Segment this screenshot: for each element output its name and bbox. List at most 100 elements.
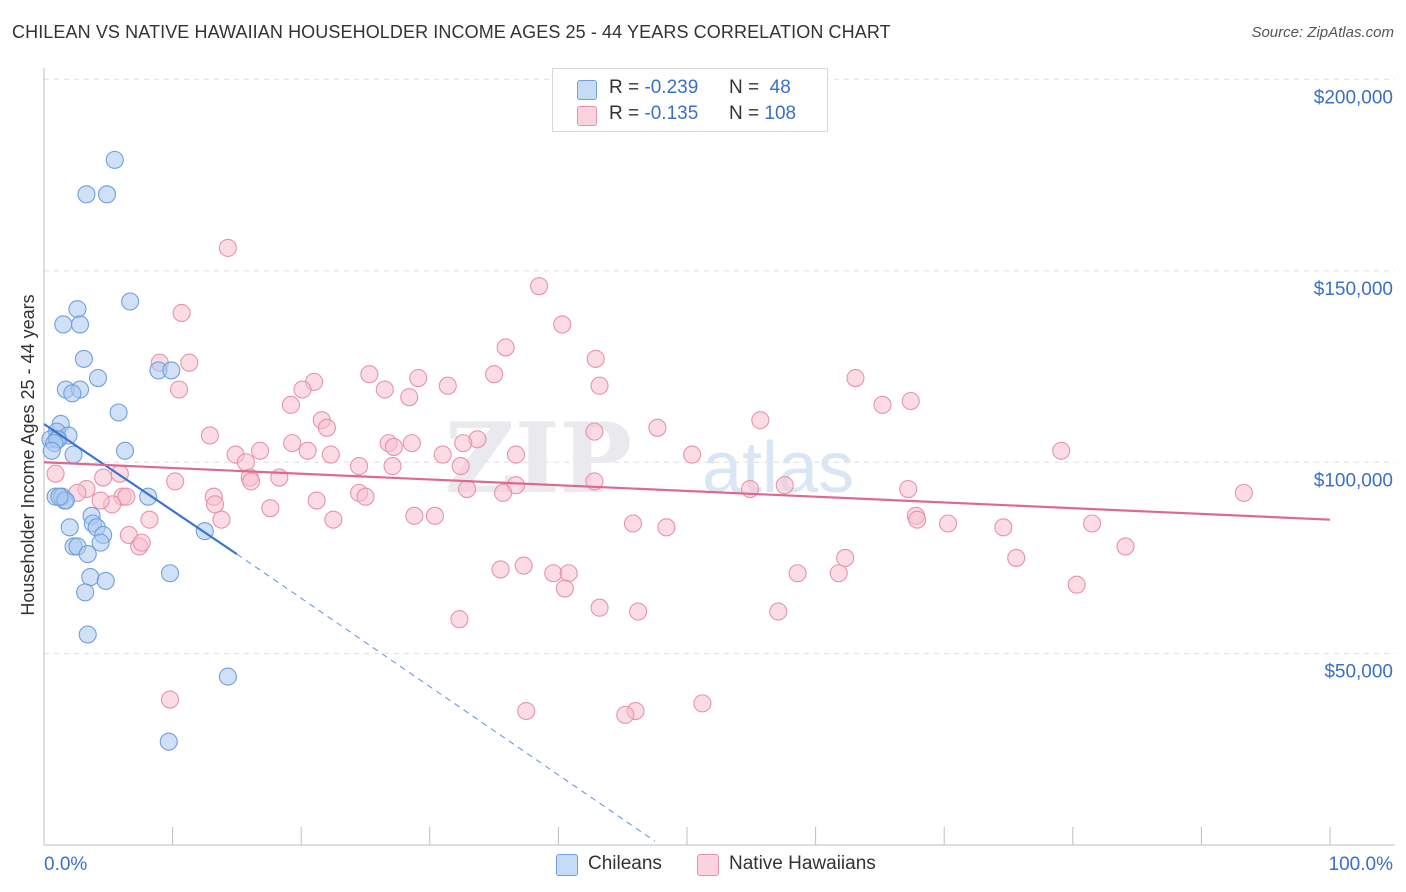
chilean-point	[54, 315, 73, 334]
chileans-trendline	[43, 423, 238, 556]
chilean-point	[91, 533, 110, 552]
native-hawaiian-point	[350, 457, 369, 476]
native-hawaiian-point	[590, 598, 609, 617]
native-hawaiian-point	[775, 476, 794, 495]
legend-n-chileans: N = 48	[729, 77, 791, 99]
legend-n-hawaiians: N = 108	[729, 103, 796, 125]
watermark: ZIP atlas	[445, 402, 854, 515]
chilean-point	[88, 368, 108, 388]
native-hawaiian-point	[169, 380, 189, 399]
native-hawaiian-point	[433, 445, 452, 464]
native-hawaiian-point	[180, 353, 199, 372]
native-hawaiian-point	[140, 510, 159, 529]
n-label: N =	[729, 103, 760, 124]
chilean-point	[109, 403, 128, 422]
n-value: 48	[769, 77, 791, 98]
native-hawaiian-point	[657, 518, 676, 537]
chilean-point	[74, 349, 93, 368]
native-hawaiian-point	[629, 602, 648, 621]
n-value: 108	[764, 103, 797, 124]
native-hawaiian-point	[586, 349, 605, 368]
native-hawaiian-point	[491, 560, 510, 579]
native-hawaiian-point	[307, 491, 326, 510]
native-hawaiian-point	[693, 694, 712, 713]
native-hawaiian-point	[293, 380, 312, 399]
chart-source: Source: ZipAtlas.com	[1251, 24, 1394, 41]
chilean-point	[76, 583, 95, 602]
gridlines	[44, 78, 1395, 655]
chilean-point	[50, 487, 69, 506]
native-hawaiian-point	[517, 701, 536, 721]
chilean-points	[41, 150, 237, 751]
chileans-swatch	[577, 80, 597, 100]
native-hawaiian-point	[321, 445, 340, 464]
native-hawaiian-point	[250, 441, 270, 460]
x-tick-label: 100.0%	[1329, 854, 1394, 875]
native-hawaiian-point	[506, 445, 526, 464]
chilean-point	[78, 625, 97, 644]
native-hawaiian-point	[899, 479, 918, 499]
native-hawaiian-point	[402, 434, 421, 453]
native-hawaiian-point	[494, 483, 513, 502]
chilean-point	[105, 150, 124, 169]
axes	[43, 68, 1395, 846]
native-hawaiian-point	[324, 510, 343, 529]
native-hawaiian-point	[585, 422, 604, 441]
chilean-point	[77, 185, 96, 204]
native-hawaiian-point	[360, 365, 379, 384]
native-hawaiian-point	[405, 506, 424, 525]
x-tick-labels: 0.0% 100.0%	[44, 854, 1393, 875]
hawaiians-legend-label: Native Hawaiians	[729, 853, 876, 874]
native-hawaiian-point	[829, 564, 848, 583]
chilean-point	[42, 441, 61, 460]
native-hawaiian-point	[846, 368, 865, 388]
chilean-point	[63, 384, 82, 403]
native-hawaiian-point	[458, 479, 477, 499]
native-hawaiian-point	[281, 395, 300, 414]
native-hawaiian-point	[648, 418, 667, 437]
hawaiians-swatch	[577, 106, 597, 126]
native-hawaiian-point	[514, 556, 533, 575]
native-hawaiian-point	[409, 368, 428, 388]
native-hawaiian-point	[530, 277, 549, 296]
native-hawaiian-point	[1116, 537, 1135, 556]
native-hawaiian-point	[212, 510, 231, 529]
y-tick-label: $150,000	[1314, 279, 1393, 300]
native-hawaiian-points	[46, 238, 1253, 724]
y-tick-label: $100,000	[1314, 470, 1393, 491]
chileans-legend-swatch	[556, 854, 578, 876]
native-hawaiian-point	[91, 491, 110, 510]
native-hawaiian-point	[1067, 575, 1086, 594]
native-hawaiian-point	[788, 564, 807, 583]
native-hawaiian-point	[298, 441, 317, 460]
native-hawaiian-point	[236, 453, 255, 472]
native-hawaiian-point	[375, 380, 394, 399]
native-hawaiian-point	[836, 548, 855, 567]
y-axis-label: Householder Income Ages 25 - 44 years	[18, 294, 38, 615]
native-hawaiian-point	[901, 391, 920, 411]
native-hawaiian-point	[205, 495, 225, 514]
native-hawaiian-point	[553, 315, 572, 334]
correlation-legend: R = -0.239 N = 48 R = -0.135 N = 108	[552, 68, 828, 132]
x-tick-label: 0.0%	[44, 854, 87, 875]
r-value: -0.135	[644, 103, 699, 124]
legend-r-chileans: R = -0.239	[609, 77, 698, 99]
native-hawaiian-point	[769, 602, 788, 621]
chilean-point	[70, 315, 90, 334]
native-hawaiian-point	[873, 395, 892, 414]
native-hawaiian-point	[623, 514, 643, 533]
r-value: -0.239	[644, 77, 699, 98]
chilean-point	[81, 568, 100, 587]
native-hawaiian-point	[356, 487, 375, 506]
native-hawaiian-point	[132, 533, 151, 552]
chilean-point	[96, 571, 115, 590]
native-hawaiian-point	[1007, 548, 1026, 567]
native-hawaiian-point	[544, 564, 563, 583]
native-hawaiian-point	[94, 468, 113, 487]
chilean-point	[159, 732, 178, 751]
native-hawaiian-point	[241, 472, 261, 491]
native-hawaiian-point	[590, 376, 609, 395]
chilean-point	[121, 292, 140, 311]
native-hawaiian-point	[454, 434, 473, 453]
